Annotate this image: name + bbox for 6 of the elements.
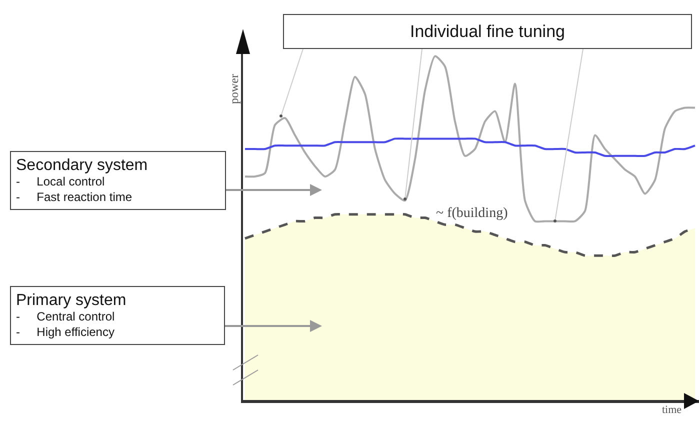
x-axis-title: time: [662, 404, 682, 416]
y-axis-title: power: [227, 74, 241, 104]
annotation: ~ f(building): [436, 206, 508, 221]
text: Secondary system - Local control - Fast reaction time: [16, 157, 148, 204]
text: Primary system - Central control - High efficiency: [16, 292, 126, 340]
text: Individual fine tuning: [410, 22, 566, 41]
